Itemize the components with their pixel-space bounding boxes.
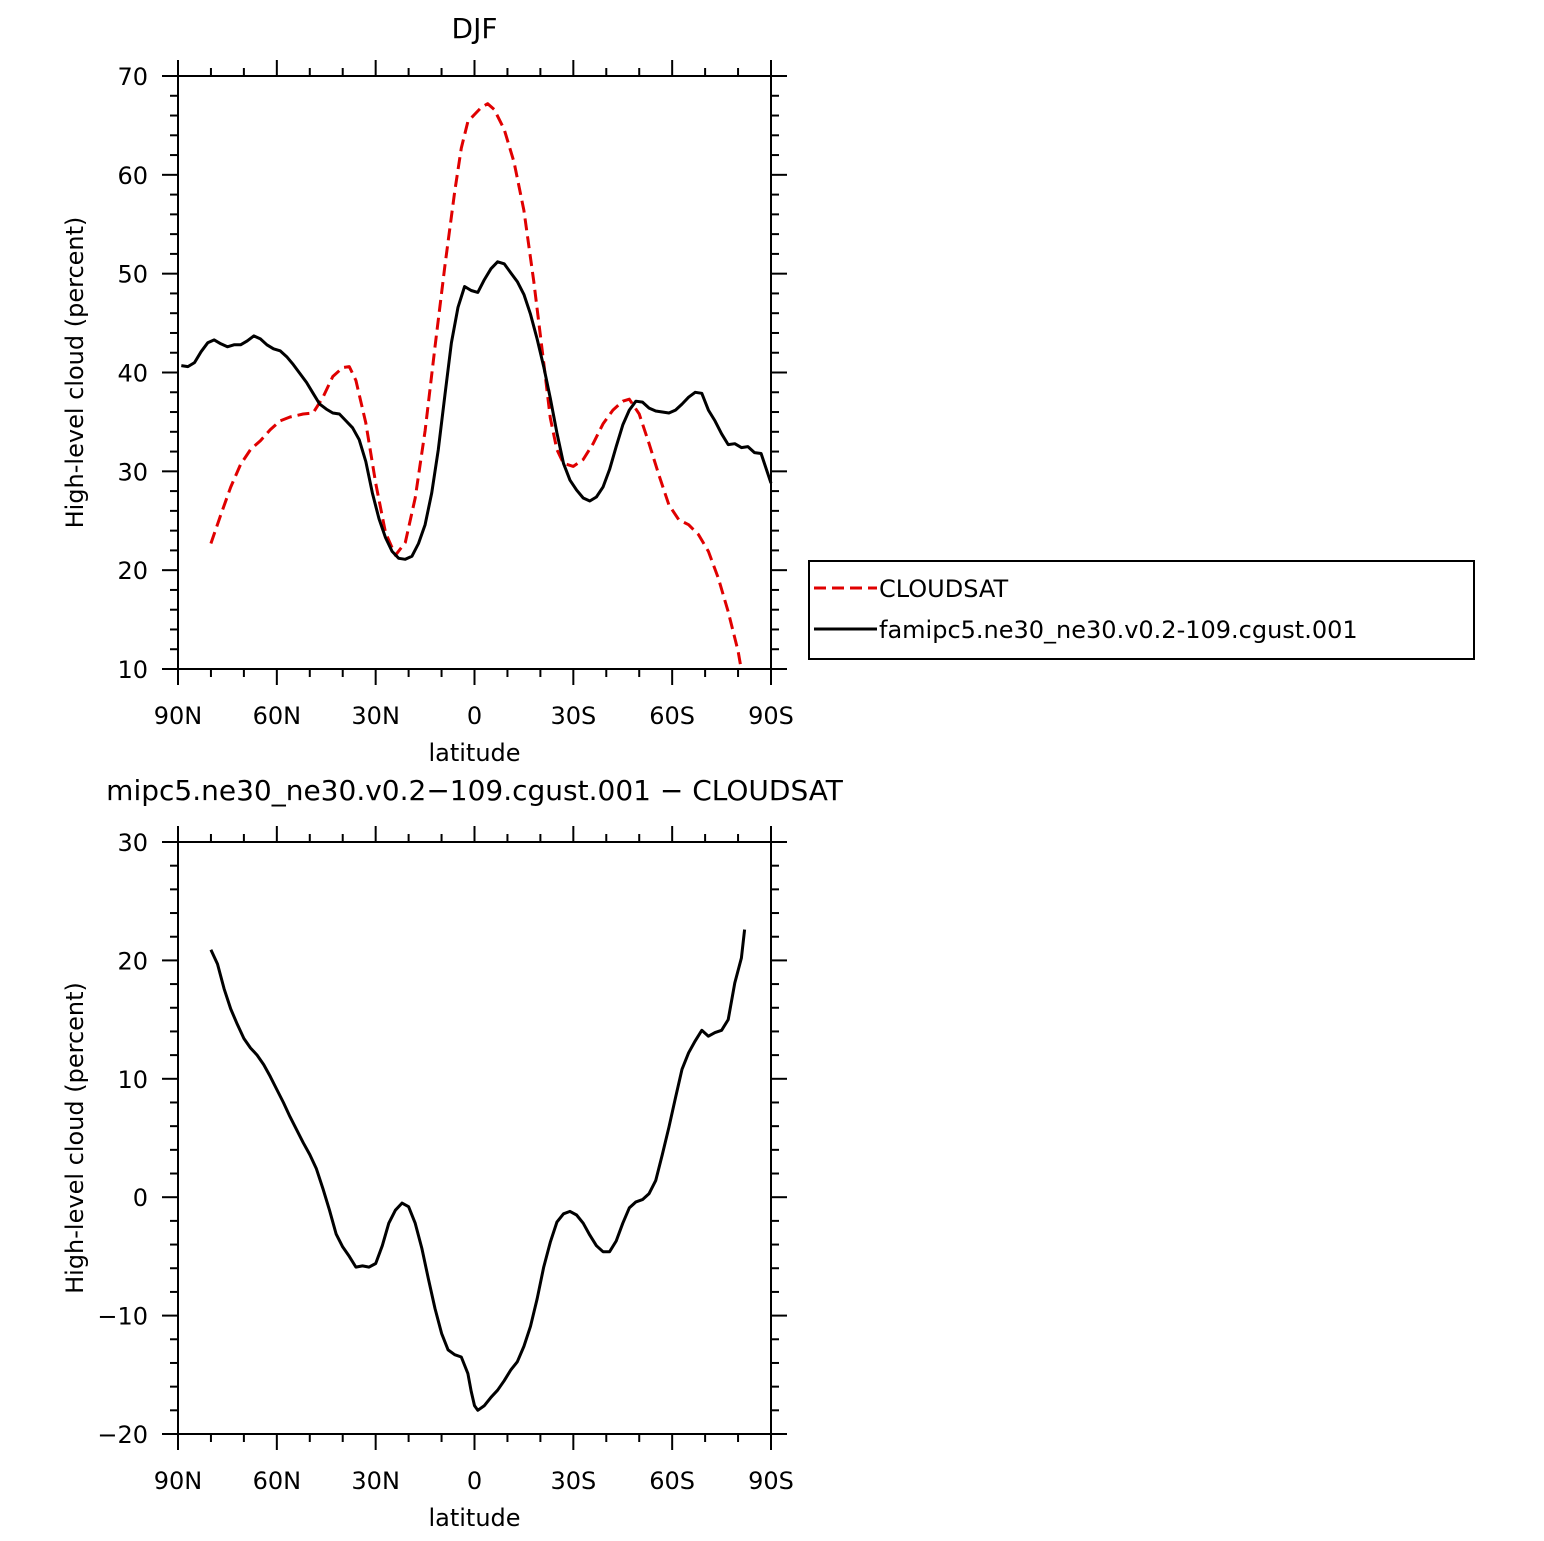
y-tick-label: 40	[117, 360, 148, 388]
x-tick-label: 0	[467, 1467, 482, 1495]
legend-label: CLOUDSAT	[879, 575, 1008, 603]
series-line-model	[181, 260, 773, 561]
x-tick-label: 30N	[351, 1467, 400, 1495]
chart-title: DJF	[452, 12, 498, 45]
x-axis-label: latitude	[428, 1504, 520, 1532]
x-tick-label: 30S	[550, 1467, 596, 1495]
y-tick-label: 50	[117, 261, 148, 289]
chart-title: mipc5.ne30_ne30.v0.2−109.cgust.001 − CLO…	[106, 774, 844, 807]
x-tick-label: 90N	[154, 702, 203, 730]
series-line-model	[209, 929, 747, 1412]
legend: CLOUDSAT famipc5.ne30_ne30.v0.2-109.cgust…	[808, 560, 1475, 660]
x-tick-label: 30S	[550, 702, 596, 730]
x-tick-label: 30N	[351, 702, 400, 730]
y-tick-label: 20	[117, 557, 148, 585]
top-chart: DJF 10 20 30 40 50 60 70 90N 60N 30N 0 30S 60S 90S lati…	[61, 12, 1475, 767]
x-tick-label: 60N	[253, 1467, 302, 1495]
y-tick-label: 10	[117, 656, 148, 684]
y-axis-label: High-level cloud (percent)	[61, 217, 89, 529]
x-tick-label: 60N	[253, 702, 302, 730]
x-tick-label: 90S	[748, 702, 794, 730]
x-tick-label: 90S	[748, 1467, 794, 1495]
x-tick-label: 90N	[154, 1467, 203, 1495]
legend-box	[808, 560, 1475, 660]
y-tick-label: 10	[117, 1066, 148, 1094]
series-line-cloudsat	[209, 102, 743, 671]
y-tick-label: 30	[117, 829, 148, 857]
legend-label: famipc5.ne30_ne30.v0.2-109.cgust.001	[879, 616, 1358, 644]
plot-frame	[177, 75, 772, 670]
y-tick-label: 60	[117, 162, 148, 190]
x-axis-label: latitude	[428, 739, 520, 767]
y-tick-label: −20	[97, 1421, 148, 1449]
y-tick-label: 0	[133, 1184, 148, 1212]
y-tick-label: 20	[117, 947, 148, 975]
y-tick-label: −10	[97, 1303, 148, 1331]
y-tick-label: 30	[117, 458, 148, 486]
plot-frame	[177, 841, 772, 1435]
bottom-chart: mipc5.ne30_ne30.v0.2−109.cgust.001 − CLO…	[61, 774, 844, 1532]
x-tick-label: 60S	[649, 1467, 695, 1495]
x-tick-label: 60S	[649, 702, 695, 730]
x-tick-label: 0	[467, 702, 482, 730]
y-axis-label: High-level cloud (percent)	[61, 982, 89, 1294]
y-tick-label: 70	[117, 63, 148, 91]
